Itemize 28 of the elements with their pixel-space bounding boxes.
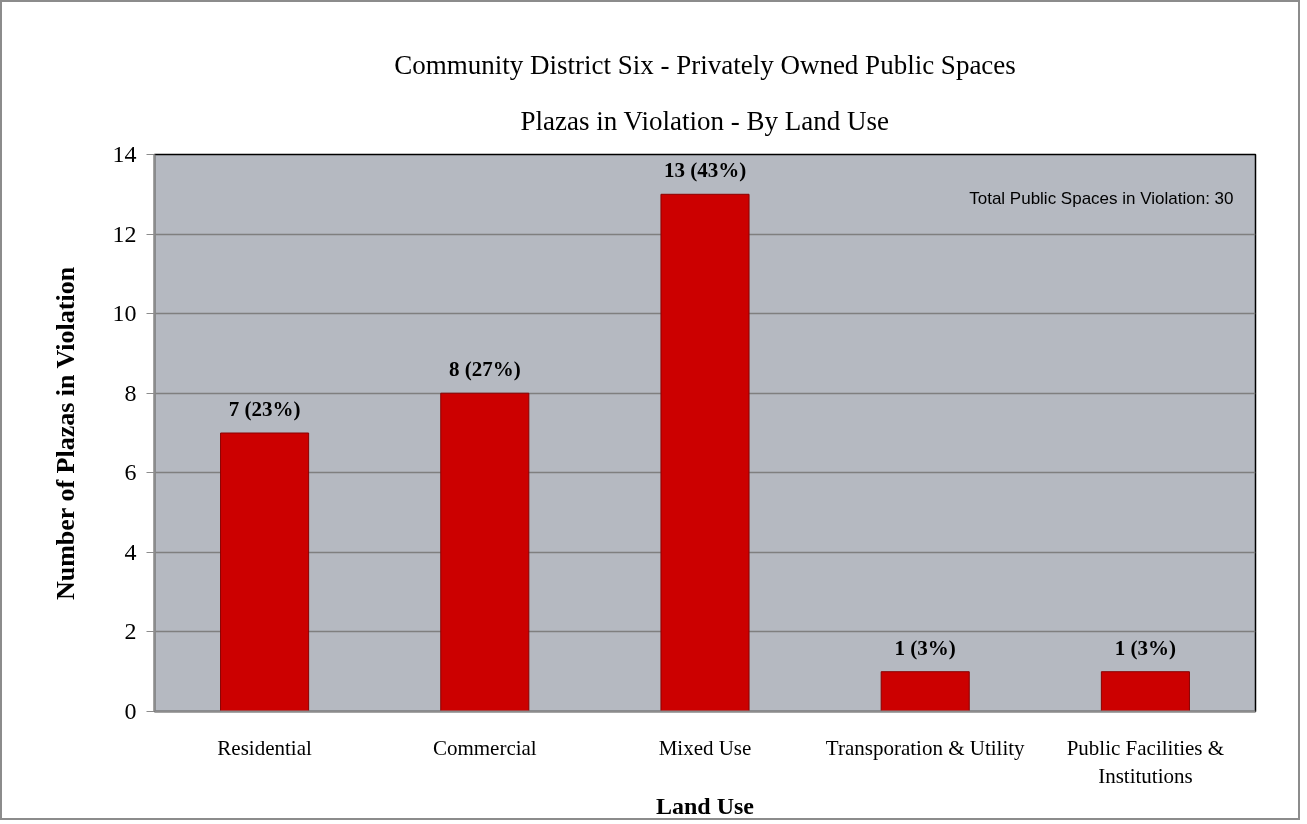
x-tick-label: Transporation & Utility bbox=[825, 735, 1026, 760]
x-tick-label: Public Facilities & Institutions bbox=[1066, 735, 1225, 789]
annotation: Total Public Spaces in Violation: 30 bbox=[969, 188, 1234, 208]
y-tick-label: 8 bbox=[124, 379, 137, 406]
data-label: 8 (27%) bbox=[448, 357, 521, 382]
bar bbox=[440, 392, 530, 712]
data-label: 7 (23%) bbox=[228, 397, 301, 421]
data-label: 1 (3%) bbox=[894, 635, 956, 660]
y-axis-title: Number of Plazas in Violation bbox=[50, 266, 80, 601]
chart-title: Community District Six - Privately Owned Public Spaces bbox=[394, 49, 1016, 80]
y-tick-label: 0 bbox=[124, 698, 137, 724]
y-tick-label: 14 bbox=[112, 141, 137, 167]
bar bbox=[660, 193, 750, 712]
x-tick-label: Commercial bbox=[432, 735, 537, 760]
bar bbox=[1100, 671, 1190, 712]
y-tick-label: 2 bbox=[124, 618, 137, 645]
x-tick-label: Mixed Use bbox=[658, 735, 752, 760]
bar bbox=[880, 671, 970, 712]
y-tick-label: 4 bbox=[124, 538, 137, 565]
bar bbox=[220, 432, 310, 712]
data-label: 1 (3%) bbox=[1114, 635, 1177, 660]
chart-subtitle: Plazas in Violation - By Land Use bbox=[520, 105, 889, 136]
y-tick-label: 10 bbox=[112, 300, 137, 327]
x-tick-label: Residential bbox=[217, 735, 313, 760]
y-tick-label: 6 bbox=[124, 459, 137, 486]
y-tick-label: 12 bbox=[112, 220, 137, 247]
x-axis-title: Land Use bbox=[655, 793, 755, 820]
data-label: 13 (43%) bbox=[663, 158, 747, 183]
